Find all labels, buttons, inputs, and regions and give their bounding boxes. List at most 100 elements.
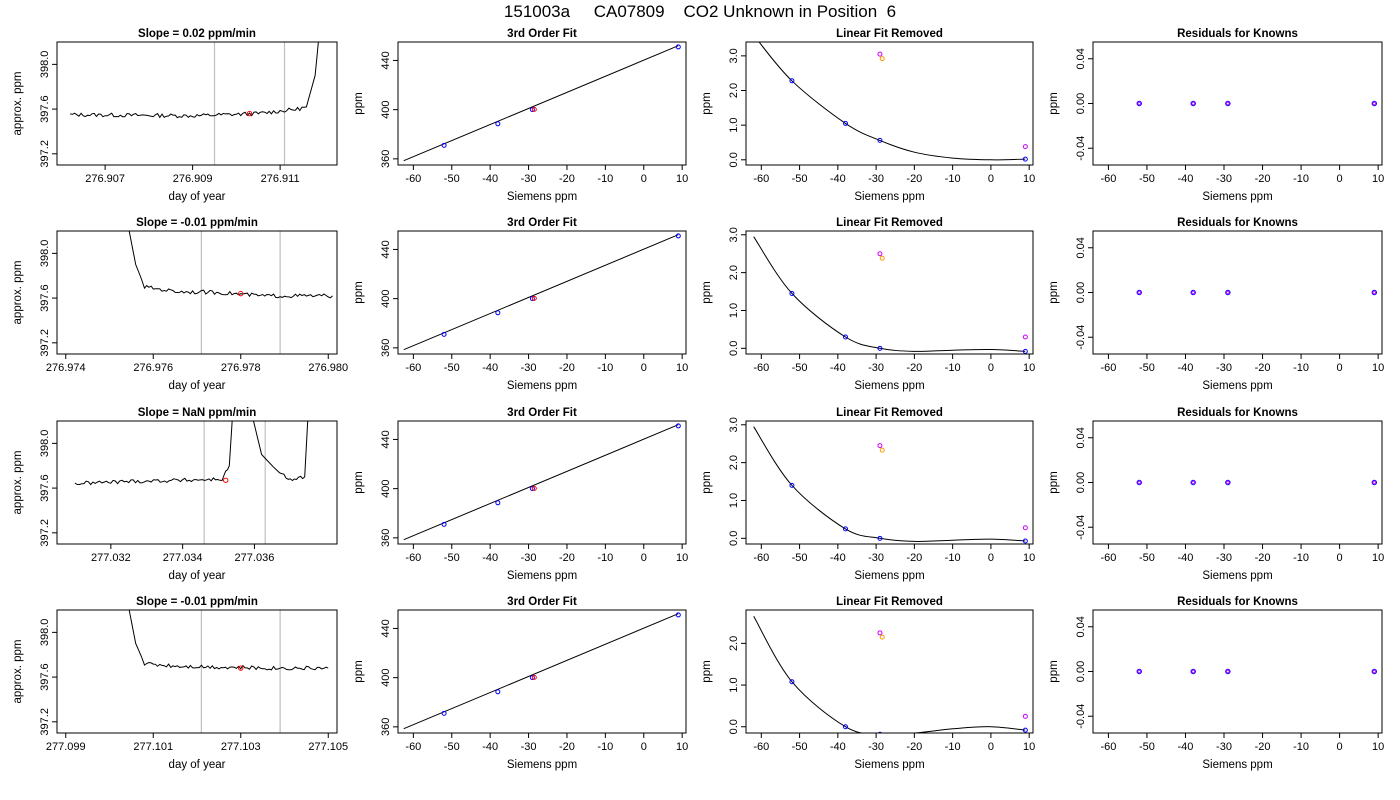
residual-point xyxy=(1136,289,1142,296)
plot-frame xyxy=(397,41,687,166)
panel-title: Residuals for Knowns xyxy=(1177,28,1298,40)
panel-linear_removed-row-3: Linear Fit Removed -60 -50 -40 -30 -20 -10 0 10 0… xyxy=(701,407,1035,582)
x-tick-label: 276.911 xyxy=(261,173,300,185)
plot-area xyxy=(753,616,1028,733)
unknown-point-b xyxy=(879,447,885,453)
plot-area xyxy=(1136,289,1377,296)
x-tick-label: 276.907 xyxy=(85,173,125,185)
y-tick-label: 0.00 xyxy=(1075,93,1087,114)
x-tick-label: 10 xyxy=(1023,741,1035,753)
x-tick-label: -30 xyxy=(521,362,537,374)
residual-point-overlay xyxy=(1372,101,1376,106)
x-tick-label: -40 xyxy=(482,552,498,564)
x-tick-label: -20 xyxy=(1255,741,1271,753)
residual-point xyxy=(1225,668,1231,675)
y-tick-label: 440 xyxy=(380,51,392,69)
x-axis-label: day of year xyxy=(169,380,226,392)
x-axis-label: Siemens ppm xyxy=(507,380,577,392)
y-tick-label: 2.0 xyxy=(728,83,740,98)
x-axis-label: Siemens ppm xyxy=(854,570,924,582)
known-point xyxy=(495,689,501,695)
y-axis-label: ppm xyxy=(1048,92,1060,114)
panel-title: Slope = NaN ppm/min xyxy=(138,407,257,419)
x-tick-label: -60 xyxy=(1100,173,1116,185)
known-point xyxy=(1022,538,1028,544)
x-tick-label: -40 xyxy=(482,741,498,753)
x-tick-label: -40 xyxy=(1178,362,1194,374)
residual-point-overlay xyxy=(1137,669,1141,674)
plot-area xyxy=(74,421,309,544)
unknown-point-b xyxy=(879,255,885,261)
concentration-trace xyxy=(74,421,309,486)
x-tick-label: -50 xyxy=(792,173,808,185)
x-tick-label: 10 xyxy=(676,173,688,185)
residual-point xyxy=(1371,479,1377,486)
x-tick-label: -30 xyxy=(1216,552,1232,564)
y-tick-label: 0.0 xyxy=(728,531,740,546)
panel-time-row-4: Slope = -0.01 ppm/min 277.099 277.101 277.1… xyxy=(12,596,348,771)
residual-point xyxy=(1136,479,1142,486)
x-tick-label: 277.036 xyxy=(235,552,275,564)
plot-frame xyxy=(1092,230,1383,355)
y-tick-label: 0.00 xyxy=(1075,472,1087,493)
residual-point-overlay xyxy=(1226,101,1230,106)
panel-title: Residuals for Knowns xyxy=(1177,407,1298,419)
y-tick-label: 400 xyxy=(380,100,392,118)
x-tick-label: -10 xyxy=(1293,362,1309,374)
x-tick-label: -30 xyxy=(868,741,884,753)
fit-line xyxy=(403,613,679,730)
x-axis-label: Siemens ppm xyxy=(854,191,924,203)
residual-point-overlay xyxy=(1372,669,1376,674)
x-tick-label: -20 xyxy=(559,362,575,374)
known-point xyxy=(495,310,501,316)
x-tick-label: 10 xyxy=(1372,362,1384,374)
residual-point xyxy=(1371,668,1377,675)
residual-point-overlay xyxy=(1137,480,1141,485)
panel-linear_removed-row-2: Linear Fit Removed -60 -50 -40 -30 -20 -10 0 10 0… xyxy=(701,217,1035,392)
x-tick-label: 0 xyxy=(641,362,647,374)
x-tick-label: -20 xyxy=(906,173,922,185)
x-tick-label: -40 xyxy=(482,362,498,374)
y-tick-label: 360 xyxy=(380,529,392,547)
known-point xyxy=(877,137,883,143)
y-tick-label: 360 xyxy=(380,150,392,168)
sample-point xyxy=(246,110,253,117)
unknown-point-a xyxy=(877,51,883,57)
x-tick-label: 277.034 xyxy=(163,552,203,564)
y-tick-label: 400 xyxy=(380,289,392,307)
x-tick-label: -30 xyxy=(868,362,884,374)
y-axis-label: ppm xyxy=(353,92,365,114)
plot-area xyxy=(758,42,1028,162)
y-axis-label: ppm xyxy=(1048,660,1060,682)
panel-calibration-row-1: 3rd Order Fit -60 -50 -40 -30 -20 -10 0 10 360 400… xyxy=(353,28,688,203)
x-axis-label: Siemens ppm xyxy=(1202,380,1272,392)
panel-title: Slope = -0.01 ppm/min xyxy=(136,217,258,229)
x-tick-label: 276.974 xyxy=(46,362,86,374)
sample-point xyxy=(238,290,244,297)
y-tick-label: -0.04 xyxy=(1075,136,1087,161)
known-point xyxy=(441,142,447,148)
y-tick-label: 0.0 xyxy=(728,341,740,356)
known-point xyxy=(842,120,848,126)
x-tick-label: -50 xyxy=(792,552,808,564)
residual-point xyxy=(1190,668,1196,675)
x-tick-label: -40 xyxy=(1178,741,1194,753)
y-axis-label: ppm xyxy=(701,92,713,114)
x-tick-label: -50 xyxy=(444,362,460,374)
x-tick-label: 277.099 xyxy=(46,741,86,753)
panel-time-row-3: Slope = NaN ppm/min 277.032 277.034 277.036… xyxy=(12,407,338,582)
concentration-trace xyxy=(128,610,329,671)
x-tick-label: 10 xyxy=(676,362,688,374)
residual-point xyxy=(1371,289,1377,296)
known-point xyxy=(675,423,681,429)
x-tick-label: 277.101 xyxy=(133,741,173,753)
x-tick-label: 10 xyxy=(1023,552,1035,564)
y-tick-label: 360 xyxy=(380,718,392,736)
unknown-point xyxy=(531,674,537,680)
unknown-point xyxy=(531,106,537,112)
x-tick-label: -10 xyxy=(945,362,961,374)
x-tick-label: -10 xyxy=(945,741,961,753)
y-tick-label: 0.0 xyxy=(728,719,740,734)
unknown-point-a xyxy=(877,630,883,636)
